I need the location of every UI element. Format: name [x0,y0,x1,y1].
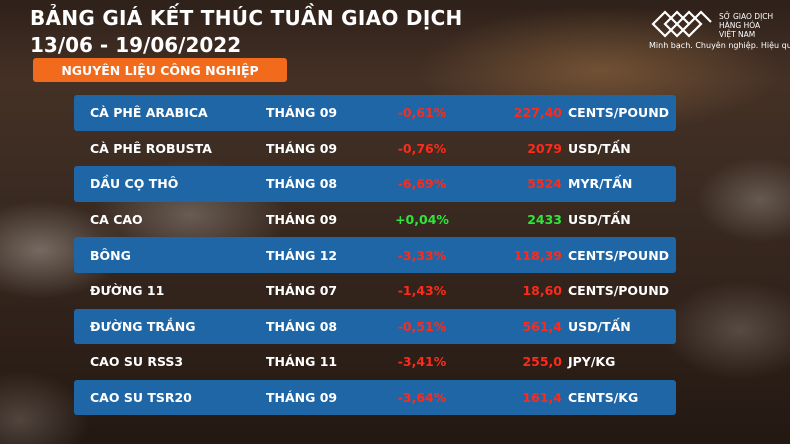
percent-change: +0,04% [395,212,449,228]
price-unit: JPY/KG [568,354,616,370]
table-row: DẦU CỌ THÔ THÁNG 08 -6,69% 5524 MYR/TẤN [74,166,676,202]
price-unit: CENTS/POUND [568,105,670,121]
closing-price: 118,39 [513,247,562,263]
commodity-name: CAO SU RSS3 [90,354,184,370]
closing-price: 161,4 [522,390,562,406]
percent-change: -0,76% [397,140,447,156]
contract-month: THÁNG 09 [266,140,338,156]
brand-tagline: Minh bạch. Chuyên nghiệp. Hiệu quả [649,41,790,50]
brand-name: SỞ GIAO DỊCH HÀNG HÓA VIỆT NAM [719,12,789,39]
percent-change: -0,51% [397,318,447,334]
price-unit: USD/TẤN [568,212,631,228]
contract-month: THÁNG 08 [266,318,338,334]
brand-logo: SỞ GIAO DỊCH HÀNG HÓA VIỆT NAM [648,6,788,54]
closing-price: 227,40 [513,105,562,121]
date-range: 13/06 - 19/06/2022 [30,33,242,57]
contract-month: THÁNG 09 [266,212,338,228]
commodity-name: ĐƯỜNG TRẮNG [90,318,196,334]
brand-name-line: VIỆT NAM [719,30,756,39]
contract-month: THÁNG 09 [266,105,338,121]
commodity-name: CÀ PHÊ ARABICA [90,105,208,121]
price-unit: USD/TẤN [568,140,631,156]
price-unit: CENTS/KG [568,390,639,406]
commodity-name: ĐƯỜNG 11 [90,283,165,299]
percent-change: -6,69% [397,176,447,192]
table-row: ĐƯỜNG TRẮNG THÁNG 08 -0,51% 561,4 USD/TẤN [74,308,676,345]
price-unit: USD/TẤN [568,318,631,334]
contract-month: THÁNG 12 [266,247,338,263]
commodity-name: CÀ PHÊ ROBUSTA [90,140,212,156]
table-row: ĐƯỜNG 11 THÁNG 07 -1,43% 18,60 CENTS/POUND [74,273,676,309]
closing-price: 561,4 [522,318,562,334]
table-row: CA CAO THÁNG 09 +0,04% 2433 USD/TẤN [74,202,676,238]
percent-change: -0,61% [397,105,447,121]
closing-price: 2433 [527,212,562,228]
table-row: CÀ PHÊ ROBUSTA THÁNG 09 -0,76% 2079 USD/TẤN [74,131,676,167]
brand-name-line: HÀNG HÓA [719,21,761,30]
commodity-name: DẦU CỌ THÔ [90,176,179,192]
contract-month: THÁNG 08 [266,176,338,192]
price-table: CÀ PHÊ ARABICA THÁNG 09 -0,61% 227,40 CENTS/… [74,95,676,416]
closing-price: 2079 [527,140,562,156]
commodity-name: CA CAO [90,212,143,228]
percent-change: -1,43% [397,283,447,299]
percent-change: -3,41% [397,354,447,370]
contract-month: THÁNG 09 [266,390,338,406]
commodity-name: BÔNG [90,247,131,263]
commodity-name: CAO SU TSR20 [90,390,192,406]
closing-price: 255,0 [522,354,562,370]
closing-price: 5524 [527,176,562,192]
percent-change: -3,64% [397,390,447,406]
table-row: BÔNG THÁNG 12 -3,33% 118,39 CENTS/POUND [74,237,676,273]
price-unit: CENTS/POUND [568,283,670,299]
contract-month: THÁNG 07 [266,283,338,299]
table-row: CAO SU RSS3 THÁNG 11 -3,41% 255,0 JPY/KG [74,344,676,380]
brand-name-line: SỞ GIAO DỊCH [719,12,774,21]
percent-change: -3,33% [397,247,447,263]
table-row: CÀ PHÊ ARABICA THÁNG 09 -0,61% 227,40 CENTS/… [74,95,676,131]
contract-month: THÁNG 11 [266,354,338,370]
page-title: BẢNG GIÁ KẾT THÚC TUẦN GIAO DỊCH [30,6,463,30]
closing-price: 18,60 [522,283,562,299]
price-unit: MYR/TẤN [568,176,633,192]
table-row: CAO SU TSR20 THÁNG 09 -3,64% 161,4 CENTS/KG [74,379,676,416]
category-badge: NGUYÊN LIỆU CÔNG NGHIỆP [33,58,287,82]
mxv-logo-icon [651,10,712,38]
price-unit: CENTS/POUND [568,247,670,263]
